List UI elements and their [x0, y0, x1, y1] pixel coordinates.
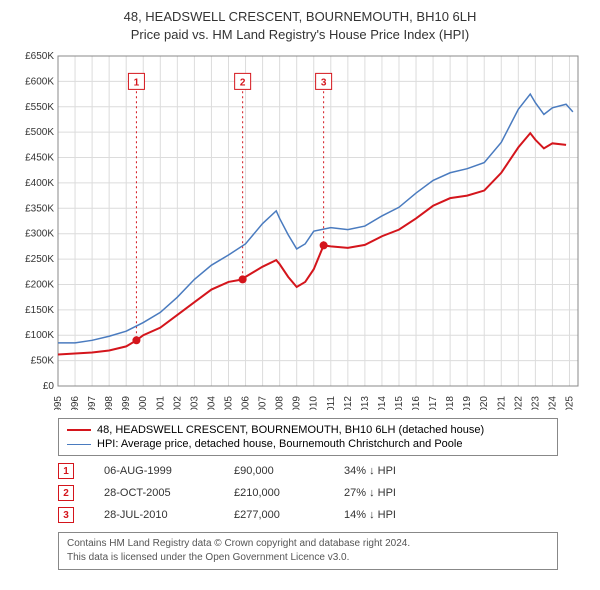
x-tick-label: 2013: [360, 396, 371, 410]
sale-badge: 1: [58, 463, 74, 479]
x-tick-label: 2019: [462, 396, 473, 410]
x-tick-label: 1995: [53, 396, 64, 410]
footnote: Contains HM Land Registry data © Crown c…: [58, 532, 558, 570]
footnote-line2: This data is licensed under the Open Gov…: [67, 551, 549, 565]
x-tick-label: 2015: [394, 396, 405, 410]
sale-badge: 3: [58, 507, 74, 523]
y-tick-label: £350K: [25, 204, 54, 215]
y-tick-label: £150K: [25, 305, 54, 316]
sale-marker-dot: [239, 276, 247, 284]
x-tick-label: 2007: [258, 396, 269, 410]
sale-price: £210,000: [234, 487, 314, 499]
y-tick-label: £50K: [31, 356, 55, 367]
sale-row: 3 28-JUL-2010 £277,000 14% ↓ HPI: [58, 504, 588, 526]
legend-label: 48, HEADSWELL CRESCENT, BOURNEMOUTH, BH1…: [97, 424, 484, 436]
x-tick-label: 1997: [87, 396, 98, 410]
series-hpi: [58, 94, 573, 343]
price-chart: £0 £50K £100K £150K £200K £250K £300K £350K £400…: [12, 50, 588, 410]
x-tick-label: 2003: [189, 396, 200, 410]
x-tick-label: 2011: [326, 396, 337, 410]
sale-pct: 14% ↓ HPI: [344, 509, 444, 521]
y-tick-label: £200K: [25, 280, 54, 291]
y-tick-label: £100K: [25, 331, 54, 342]
sale-date: 28-OCT-2005: [104, 487, 204, 499]
sale-pct: 27% ↓ HPI: [344, 487, 444, 499]
x-tick-label: 2002: [172, 396, 183, 410]
chart-title: 48, HEADSWELL CRESCENT, BOURNEMOUTH, BH1…: [12, 8, 588, 44]
x-tick-label: 2000: [138, 396, 149, 410]
y-tick-label: £600K: [25, 77, 54, 88]
y-tick-label: £300K: [25, 229, 54, 240]
x-tick-label: 2010: [309, 396, 320, 410]
y-tick-label: £400K: [25, 178, 54, 189]
sales-table: 1 06-AUG-1999 £90,000 34% ↓ HPI 2 28-OCT-2005…: [58, 460, 588, 526]
sale-marker-number: 1: [134, 78, 140, 89]
x-tick-label: 2021: [496, 396, 507, 410]
legend-row: 48, HEADSWELL CRESCENT, BOURNEMOUTH, BH1…: [67, 423, 549, 437]
title-line1: 48, HEADSWELL CRESCENT, BOURNEMOUTH, BH1…: [12, 8, 588, 26]
y-tick-label: £250K: [25, 254, 54, 265]
x-tick-label: 2012: [343, 396, 354, 410]
x-tick-label: 2001: [155, 396, 166, 410]
x-tick-label: 2022: [513, 396, 524, 410]
x-tick-label: 1999: [121, 396, 132, 410]
sale-row: 2 28-OCT-2005 £210,000 27% ↓ HPI: [58, 482, 588, 504]
x-tick-label: 2024: [547, 396, 558, 410]
x-tick-label: 2020: [479, 396, 490, 410]
sale-marker-number: 3: [321, 78, 327, 89]
x-tick-label: 2004: [206, 396, 217, 410]
x-tick-label: 2005: [223, 396, 234, 410]
x-tick-label: 2008: [275, 396, 286, 410]
sale-price: £277,000: [234, 509, 314, 521]
x-tick-label: 2016: [411, 396, 422, 410]
legend-row: HPI: Average price, detached house, Bour…: [67, 437, 549, 451]
x-tick-label: 1996: [70, 396, 81, 410]
sale-price: £90,000: [234, 465, 314, 477]
x-tick-label: 1998: [104, 396, 115, 410]
sale-marker-dot: [132, 337, 140, 345]
y-tick-label: £650K: [25, 51, 54, 62]
y-tick-label: £0: [43, 381, 55, 392]
series-price_paid: [58, 134, 566, 355]
x-tick-label: 2009: [292, 396, 303, 410]
sale-marker-number: 2: [240, 78, 246, 89]
sale-badge: 2: [58, 485, 74, 501]
legend: 48, HEADSWELL CRESCENT, BOURNEMOUTH, BH1…: [58, 418, 558, 456]
x-tick-label: 2006: [241, 396, 252, 410]
chart-svg: £0 £50K £100K £150K £200K £250K £300K £350K £400…: [12, 50, 588, 410]
footnote-line1: Contains HM Land Registry data © Crown c…: [67, 537, 549, 551]
x-tick-label: 2014: [377, 396, 388, 410]
legend-swatch: [67, 444, 91, 446]
x-tick-label: 2025: [564, 396, 575, 410]
y-tick-label: £450K: [25, 153, 54, 164]
x-tick-label: 2018: [445, 396, 456, 410]
legend-swatch: [67, 429, 91, 431]
sale-marker-dot: [320, 242, 328, 250]
sale-date: 28-JUL-2010: [104, 509, 204, 521]
x-tick-label: 2023: [530, 396, 541, 410]
title-line2: Price paid vs. HM Land Registry's House …: [12, 26, 588, 44]
x-tick-label: 2017: [428, 396, 439, 410]
y-tick-label: £550K: [25, 102, 54, 113]
sale-row: 1 06-AUG-1999 £90,000 34% ↓ HPI: [58, 460, 588, 482]
sale-pct: 34% ↓ HPI: [344, 465, 444, 477]
legend-label: HPI: Average price, detached house, Bour…: [97, 438, 462, 450]
sale-date: 06-AUG-1999: [104, 465, 204, 477]
y-tick-label: £500K: [25, 128, 54, 139]
